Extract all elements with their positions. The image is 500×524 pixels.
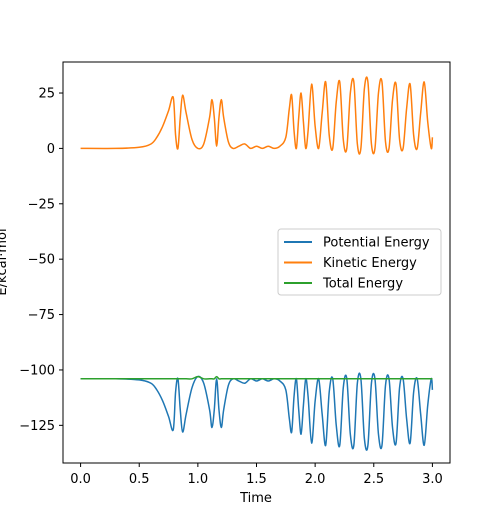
y-tick-label: −100 bbox=[19, 363, 55, 378]
x-tick-label: 2.5 bbox=[363, 472, 384, 487]
x-tick-label: 1.5 bbox=[246, 472, 267, 487]
series-layer bbox=[80, 76, 434, 451]
x-axis: 0.0 0.5 1.0 1.5 2.0 2.5 3.0 bbox=[70, 463, 443, 487]
x-tick-label: 1.0 bbox=[188, 472, 209, 487]
y-tick-label: 25 bbox=[38, 87, 55, 102]
y-axis: 25 0 −25 −50 −75 −100 −125 bbox=[19, 87, 63, 434]
y-axis-label: E/kcal·mol bbox=[0, 228, 10, 295]
x-tick-label: 2.0 bbox=[305, 472, 326, 487]
x-tick-label: 3.0 bbox=[422, 472, 443, 487]
series-line-3 bbox=[80, 375, 433, 380]
y-tick-label: −25 bbox=[28, 197, 55, 212]
legend-label-3: Total Energy bbox=[322, 277, 403, 292]
y-tick-label: −75 bbox=[28, 308, 55, 323]
y-tick-label: 0 bbox=[47, 142, 55, 157]
legend: Potential Energy Kinetic Energy Total Ener… bbox=[277, 228, 442, 296]
legend-label-2: Kinetic Energy bbox=[323, 256, 417, 271]
y-tick-label: −50 bbox=[28, 253, 55, 268]
x-tick-label: 0.5 bbox=[129, 472, 150, 487]
legend-box bbox=[277, 228, 442, 296]
x-axis-label: Time bbox=[239, 491, 272, 506]
legend-label-1: Potential Energy bbox=[323, 236, 430, 251]
y-tick-label: −125 bbox=[19, 419, 55, 434]
series-line-2 bbox=[80, 76, 434, 155]
x-tick-label: 0.0 bbox=[70, 472, 91, 487]
